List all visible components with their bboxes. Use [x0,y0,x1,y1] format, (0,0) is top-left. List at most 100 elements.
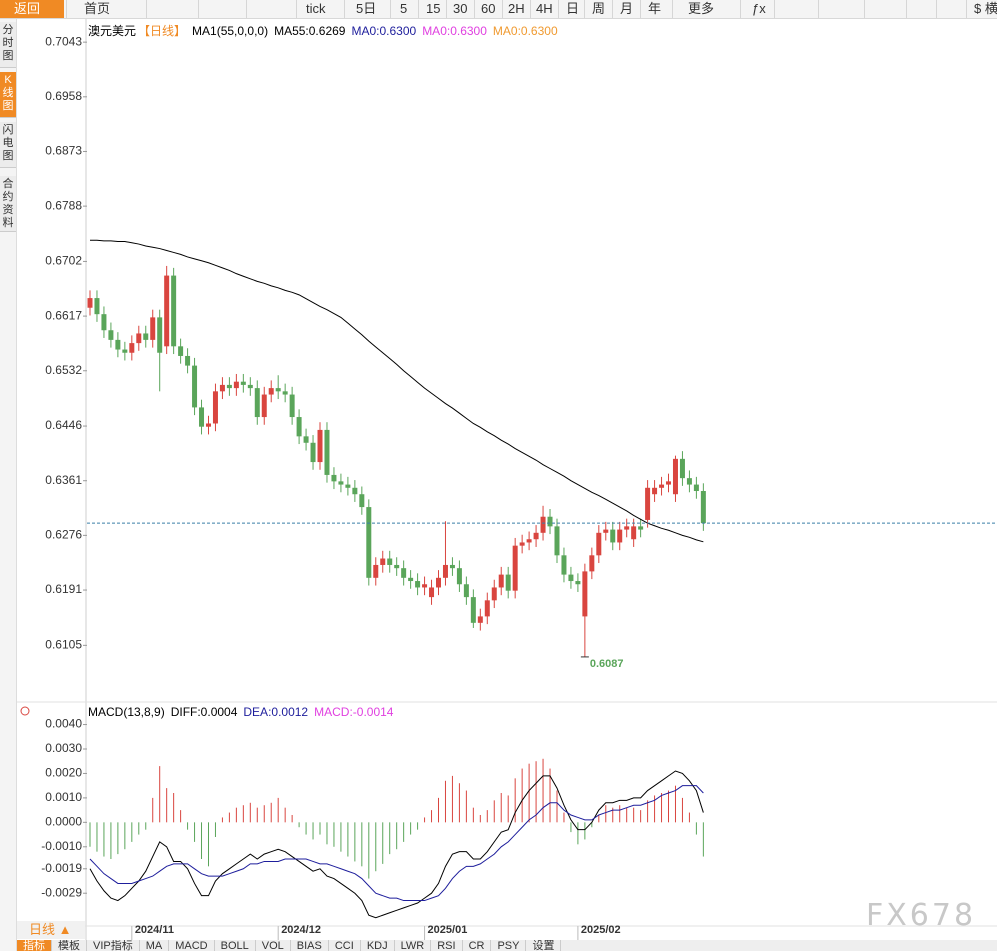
candle-body [575,581,581,585]
symbol: 澳元美元 [88,24,137,38]
toolbar-item[interactable]: 日 [566,1,580,16]
candle-body [324,429,330,475]
toolbar-item[interactable]: 60 [481,1,496,16]
candle-body [401,568,407,578]
candle-body [352,487,358,495]
period-button[interactable]: 日线 ▲ [17,921,85,939]
candle-body [199,407,205,427]
candle-body [261,394,267,418]
candle-body [638,526,644,530]
toolbar-item[interactable]: $ 横 [974,1,997,16]
toolbar-separator [446,0,447,18]
toolbar-separator [672,0,673,18]
candle-body [345,484,351,488]
toolbar-separator [612,0,613,18]
candle-body [505,574,511,591]
side-tab[interactable]: 分时图 [0,22,16,68]
toolbar-item[interactable]: 月 [620,1,634,16]
toolbar-item[interactable]: tick [306,1,326,16]
bottom-tab[interactable]: MA [140,940,170,951]
candle-body [408,577,414,582]
candle-body [157,317,163,353]
toolbar-item[interactable]: 更多 [688,1,715,16]
price-legend: 澳元美元 【日线】 MA1(55,0,0,0) MA55:0.6269 MA0:0.63… [88,22,558,39]
candle-body [533,532,539,540]
bottom-tab[interactable]: LWR [395,940,432,951]
bottom-tab[interactable]: KDJ [361,940,395,951]
watermark: FX678 [866,898,977,933]
toolbar-item[interactable]: 30 [453,1,468,16]
candle-body [484,600,490,617]
bottom-tab[interactable]: 指标 [17,940,52,951]
toolbar-separator [818,0,819,18]
side-tab[interactable]: 闪电图 [0,122,16,168]
bottom-tab[interactable]: CR [463,940,492,951]
candle-body [87,298,93,308]
toolbar-separator [864,0,865,18]
toolbar-separator [418,0,419,18]
toolbar-item[interactable]: 5日 [356,1,377,16]
candle-body [659,484,665,488]
bottom-tab[interactable]: BOLL [215,940,256,951]
toolbar-item[interactable]: 周 [592,1,606,16]
toolbar-separator [558,0,559,18]
candle-body [282,391,288,395]
candle-body [240,381,246,385]
x-tick-label: 2024/11 [135,924,174,936]
candle-body [338,481,344,485]
bottom-tab[interactable]: MACD [169,940,215,951]
y-tick-label: 0.6532 [45,363,82,377]
candle-body [547,516,553,527]
candle-body [254,388,260,418]
toolbar-separator [344,0,345,18]
back-button[interactable]: 返回 [0,0,64,18]
toolbar-item[interactable]: 4H [536,1,553,16]
y-tick-label: -0.0029 [41,885,82,899]
candle-body [422,584,428,588]
bottom-tab[interactable]: VOL [256,940,291,951]
toolbar-item[interactable]: 年 [648,1,662,16]
toolbar-item[interactable]: 15 [426,1,441,16]
bottom-tab[interactable]: VIP指标 [87,940,140,951]
toolbar-separator [906,0,907,18]
candle-body [164,275,170,347]
toolbar-item[interactable]: 5 [400,1,408,16]
candle-body [122,349,128,353]
candle-body [449,564,455,569]
y-tick-label: 0.6617 [45,308,82,322]
side-tab[interactable]: 合约资料 [0,176,16,232]
y-tick-label: 0.0020 [45,766,82,780]
candle-body [150,317,156,340]
candle-body [554,526,560,556]
bottom-tab[interactable]: 设置 [526,940,562,951]
side-tab[interactable]: K线图 [0,72,16,118]
bottom-tab[interactable]: 模板 [52,940,87,951]
bottom-tab[interactable]: RSI [431,940,463,951]
y-tick-label: -0.0010 [41,839,82,853]
candle-body [700,491,706,524]
candle-body [317,429,323,463]
toolbar-separator [936,0,937,18]
y-tick-label: 0.6276 [45,528,82,542]
macd-legend: MACD(13,8,9) DIFF:0.0004 DEA:0.0012 MACD:-0… [88,705,393,719]
candle-body [380,558,386,565]
toolbar-item[interactable]: 首页 [84,1,111,16]
candle-body [212,391,218,424]
y-tick-label: 0.6105 [45,638,82,652]
toolbar-item[interactable]: 2H [508,1,525,16]
toolbar-item[interactable]: ƒx [752,1,766,16]
candle-body [387,558,393,565]
x-tick-label: 2025/02 [581,924,621,936]
toolbar-separator [530,0,531,18]
candle-body [143,333,149,340]
bottom-tab[interactable]: BIAS [291,940,329,951]
macd-line [89,770,704,919]
bottom-tab[interactable]: CCI [329,940,361,951]
candle-body [645,487,651,520]
candle-body [491,587,497,601]
candle-body [568,574,574,582]
candle-body [561,555,567,575]
settings-icon[interactable] [20,706,30,716]
bottom-tab[interactable]: PSY [491,940,527,951]
candle-body [429,587,435,598]
